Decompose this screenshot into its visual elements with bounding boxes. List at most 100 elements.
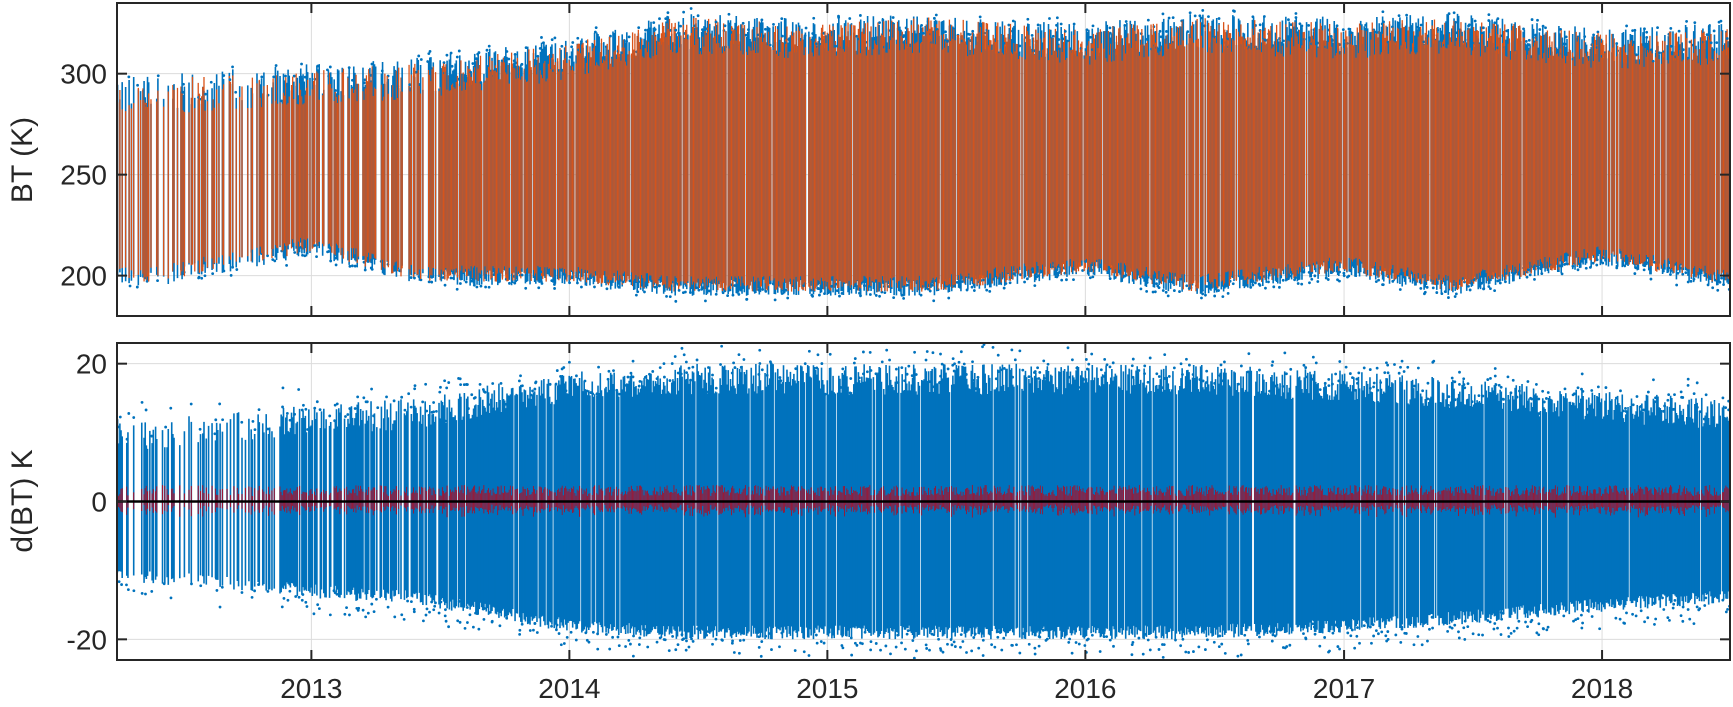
data-point bbox=[363, 268, 367, 272]
data-point bbox=[733, 366, 737, 369]
data-point bbox=[1157, 286, 1161, 290]
data-point bbox=[580, 285, 583, 289]
data-point bbox=[627, 35, 631, 39]
data-point bbox=[362, 396, 366, 400]
data-point bbox=[1221, 295, 1225, 299]
data-point bbox=[1564, 35, 1568, 39]
data-point bbox=[156, 74, 160, 78]
data-point bbox=[465, 383, 469, 386]
data-point bbox=[1031, 270, 1035, 274]
data-point bbox=[366, 611, 370, 615]
data-point bbox=[834, 282, 838, 286]
data-point bbox=[1084, 260, 1088, 263]
data-point bbox=[637, 384, 641, 388]
data-point bbox=[1061, 37, 1065, 41]
data-point bbox=[848, 17, 852, 20]
data-point bbox=[555, 628, 558, 632]
data-point bbox=[231, 265, 235, 269]
data-point bbox=[1596, 30, 1600, 34]
data-point bbox=[874, 294, 878, 297]
data-point bbox=[695, 358, 699, 362]
data-point bbox=[841, 633, 844, 637]
data-point bbox=[533, 387, 537, 391]
data-point bbox=[297, 388, 301, 391]
data-point bbox=[303, 254, 307, 258]
data-point bbox=[348, 613, 351, 617]
data-point bbox=[1560, 272, 1564, 276]
data-point bbox=[1264, 286, 1267, 290]
data-point bbox=[364, 615, 368, 619]
data-point bbox=[925, 647, 929, 650]
data-point bbox=[1294, 12, 1298, 15]
data-point bbox=[464, 280, 468, 284]
data-point bbox=[412, 607, 416, 611]
data-point bbox=[807, 654, 811, 657]
data-point bbox=[651, 624, 655, 628]
data-point bbox=[658, 366, 662, 370]
data-point bbox=[487, 285, 491, 289]
data-point bbox=[200, 276, 204, 280]
data-point bbox=[676, 371, 680, 375]
data-point bbox=[190, 582, 193, 586]
data-point bbox=[971, 360, 974, 364]
data-point bbox=[687, 366, 691, 370]
data-point bbox=[1684, 271, 1688, 275]
data-point bbox=[459, 383, 462, 386]
data-point bbox=[905, 372, 909, 376]
data-point bbox=[907, 364, 911, 368]
data-point bbox=[1669, 273, 1672, 276]
data-point bbox=[853, 641, 857, 645]
data-point bbox=[317, 607, 321, 611]
data-point bbox=[1167, 16, 1171, 20]
data-point bbox=[1381, 283, 1385, 287]
data-point bbox=[531, 389, 534, 393]
data-point bbox=[803, 362, 807, 366]
data-point bbox=[437, 611, 441, 615]
data-point bbox=[449, 51, 453, 55]
data-point bbox=[745, 297, 749, 301]
data-point bbox=[627, 639, 631, 642]
data-point bbox=[1267, 280, 1270, 284]
data-point bbox=[1200, 296, 1203, 300]
data-point bbox=[731, 293, 735, 297]
data-point bbox=[365, 400, 369, 404]
data-point bbox=[144, 592, 147, 596]
top-ticks: 200 250 300 bbox=[60, 3, 1730, 316]
data-point bbox=[1719, 19, 1723, 23]
data-point bbox=[450, 64, 454, 68]
data-point bbox=[302, 403, 305, 407]
data-point bbox=[884, 644, 888, 648]
data-point bbox=[1158, 29, 1162, 33]
data-point bbox=[840, 644, 844, 647]
data-point bbox=[1675, 283, 1679, 287]
data-point bbox=[570, 276, 574, 280]
data-point bbox=[140, 592, 144, 595]
data-point bbox=[1615, 42, 1619, 45]
data-point bbox=[759, 654, 763, 658]
data-point bbox=[1090, 268, 1094, 272]
data-point bbox=[972, 636, 976, 639]
data-point bbox=[335, 592, 339, 596]
data-point bbox=[758, 362, 762, 365]
data-point bbox=[1559, 27, 1562, 31]
data-point bbox=[1065, 39, 1069, 43]
data-point bbox=[962, 362, 966, 366]
data-point bbox=[499, 381, 503, 385]
data-point bbox=[1338, 279, 1341, 283]
data-point bbox=[926, 287, 930, 291]
data-point bbox=[643, 290, 646, 294]
data-point bbox=[849, 377, 853, 380]
data-point bbox=[430, 67, 433, 70]
data-point bbox=[301, 593, 305, 596]
data-point bbox=[902, 296, 906, 300]
data-point bbox=[318, 408, 322, 412]
data-point bbox=[1330, 38, 1334, 42]
data-point bbox=[961, 640, 965, 643]
data-point bbox=[1057, 270, 1061, 274]
data-point bbox=[293, 412, 297, 416]
data-point bbox=[618, 392, 621, 396]
data-point bbox=[315, 255, 318, 259]
data-point bbox=[419, 58, 423, 61]
data-point bbox=[593, 285, 596, 289]
data-point bbox=[959, 645, 962, 649]
